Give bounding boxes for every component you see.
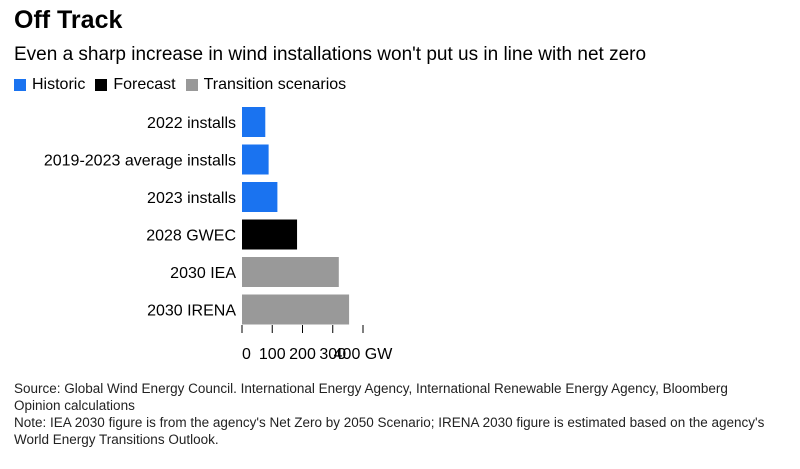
methodology-note: Note: IEA 2030 figure is from the agency… (14, 415, 765, 447)
bar-chart: 2022 installs 2019-2023 average installs 2… (44, 107, 394, 363)
legend: Historic Forecast Transition scenarios (14, 75, 356, 95)
legend-label-historic: Historic (32, 76, 86, 93)
legend-swatch-forecast (95, 79, 108, 91)
category-label: 2030 IEA (170, 265, 236, 282)
category-label: 2028 GWEC (146, 228, 236, 245)
bar-2028-gwec (242, 219, 298, 250)
category-label: 2030 IRENA (147, 303, 236, 320)
legend-item-historic: Historic (14, 76, 85, 94)
footnotes: Source: Global Wind Energy Council. Inte… (14, 380, 774, 448)
chart-subtitle: Even a sharp increase in wind installati… (14, 44, 647, 65)
bar-2030-irena (242, 294, 350, 325)
legend-item-transition-scenarios: Transition scenarios (185, 76, 347, 94)
source-note: Source: Global Wind Energy Council. Inte… (14, 381, 728, 413)
category-label: 2019-2023 average installs (44, 153, 236, 170)
bar-2030-iea (242, 257, 339, 287)
legend-label-forecast: Forecast (113, 76, 176, 93)
legend-item-forecast: Forecast (95, 76, 176, 94)
bar-2019-2023-average-installs (242, 144, 269, 175)
x-axis-tick-label: 400 GW (334, 346, 394, 363)
x-axis-tick-label: 0 (242, 346, 251, 363)
bar-2023-installs (242, 182, 278, 212)
category-label: 2023 installs (147, 190, 236, 207)
x-axis-tick-label: 300 (319, 346, 346, 363)
legend-label-transition-scenarios: Transition scenarios (203, 76, 347, 93)
x-axis-tick-label: 100 (259, 346, 286, 363)
legend-swatch-historic (14, 79, 26, 91)
x-axis-tick-label: 200 (289, 346, 316, 363)
category-label: 2022 installs (147, 115, 236, 132)
chart-title: Off Track (14, 6, 123, 34)
bar-2022-installs (242, 107, 266, 137)
legend-swatch-transition-scenarios (185, 79, 198, 91)
